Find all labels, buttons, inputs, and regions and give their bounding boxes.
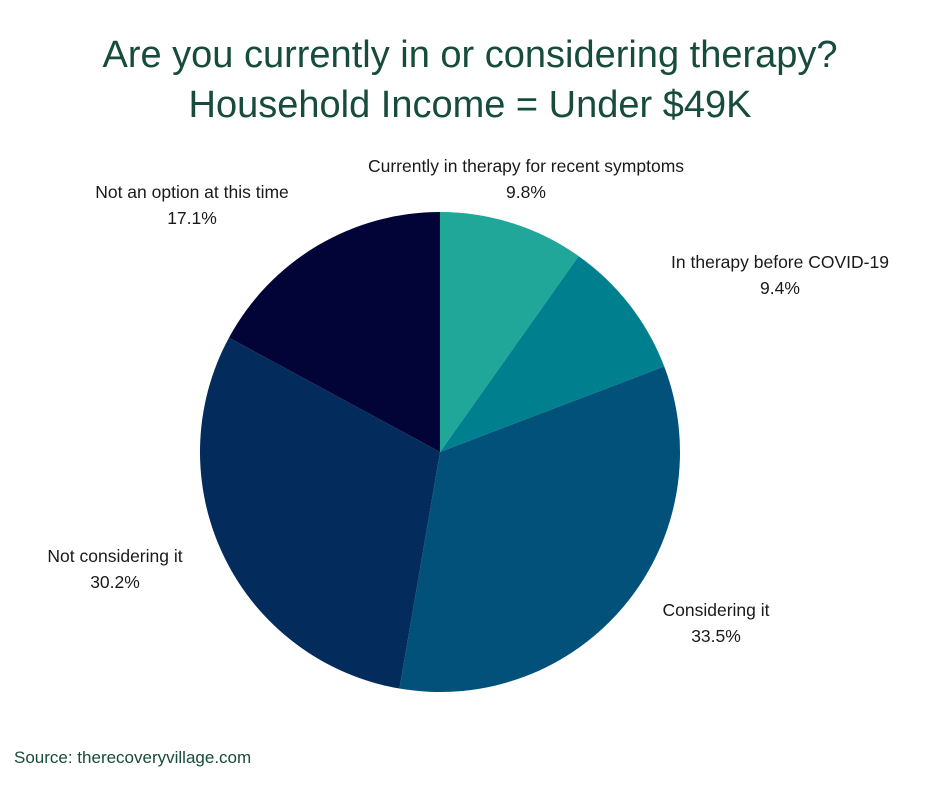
slice-label: Not considering it (47, 546, 182, 566)
source-note: Source: therecoveryvillage.com (14, 748, 252, 767)
chart-title: Are you currently in or considering ther… (102, 34, 838, 76)
slice-value-label: 9.8% (506, 182, 546, 202)
chart-title-block: Are you currently in or considering ther… (0, 30, 940, 130)
slice-label: Not an option at this time (95, 182, 289, 202)
pie-slice (228, 212, 440, 452)
slice-value-label: 30.2% (90, 572, 140, 592)
slice-value-label: 9.4% (760, 278, 800, 298)
chart-subtitle: Household Income = Under $49K (188, 84, 752, 126)
slice-label: Considering it (663, 600, 770, 620)
slice-value-label: 17.1% (167, 208, 217, 228)
slice-label: Currently in therapy for recent symptoms (368, 156, 684, 176)
pie-slice (440, 212, 579, 452)
pie-slice (399, 366, 680, 692)
slice-value-label: 33.5% (691, 626, 741, 646)
slice-label: In therapy before COVID-19 (671, 252, 889, 272)
pie-slice (440, 256, 665, 452)
pie-slice (199, 337, 440, 689)
